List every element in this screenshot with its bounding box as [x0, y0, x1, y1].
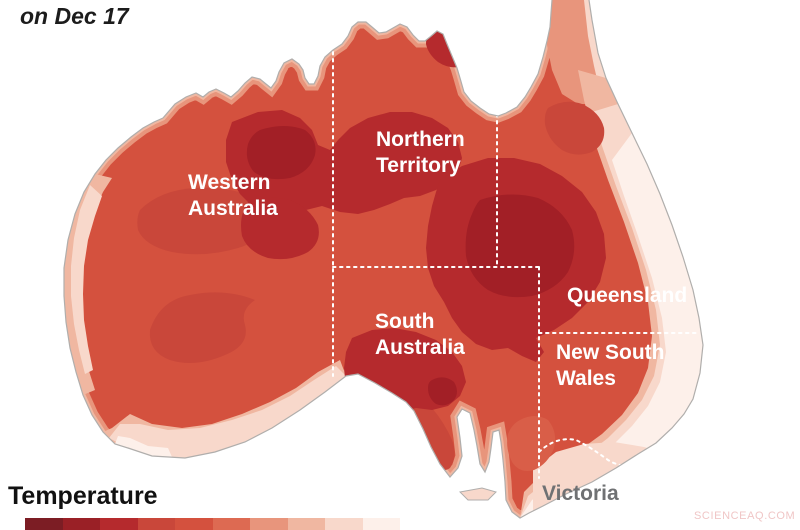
band-sw-pale — [109, 366, 346, 458]
watermark: SCIENCEAQ.COM — [694, 510, 796, 522]
label-line: Australia — [375, 336, 465, 359]
legend-title: Temperature — [8, 482, 158, 510]
band-west-pale — [71, 185, 102, 374]
band-wa-hot-patch-north — [137, 187, 269, 255]
label-line: Victoria — [542, 482, 619, 505]
band-nt-dark-lobe — [241, 197, 319, 260]
legend-color-segment — [25, 518, 63, 530]
label-line: South — [375, 310, 435, 333]
label-line: Australia — [188, 197, 278, 220]
legend-color-segment — [325, 518, 363, 530]
label-line: Queensland — [567, 284, 688, 307]
legend-color-segment — [100, 518, 138, 530]
coastline-outline — [63, 0, 704, 519]
band-wa-hot-patch-south — [149, 292, 255, 364]
band-central-hottest-core — [465, 194, 575, 298]
label-line: Wales — [556, 367, 616, 390]
band-sa-hottest-core — [428, 377, 457, 406]
legend-color-segment — [62, 518, 100, 530]
legend-color-segment — [212, 518, 250, 530]
band-sw-near-white — [115, 436, 172, 457]
label-line: New South — [556, 341, 665, 364]
label-victoria: Victoria — [542, 481, 619, 507]
legend-color-segment — [175, 518, 213, 530]
label-new-south-wales: New South Wales — [556, 340, 665, 392]
band-nt-hottest-core — [246, 126, 316, 180]
label-line: Territory — [376, 154, 461, 177]
page-title: on Dec 17 — [20, 3, 129, 29]
band-east-near-white — [520, 133, 703, 518]
legend-color-segment — [362, 518, 400, 530]
legend-color-segment — [287, 518, 325, 530]
legend-bar — [25, 518, 400, 530]
legend-color-segment — [137, 518, 175, 530]
label-south-australia: South Australia — [375, 309, 465, 361]
label-line: Western — [188, 171, 271, 194]
legend-color-segment — [250, 518, 288, 530]
label-line: Northern — [376, 128, 465, 151]
label-queensland: Queensland — [567, 283, 687, 309]
label-western-australia: Western Australia — [188, 170, 278, 222]
band-cape-york-base-patch — [544, 101, 605, 155]
label-northern-territory: Northern Territory — [376, 127, 465, 179]
band-nw-victoria-warm-patch — [507, 416, 556, 471]
kangaroo-island — [458, 487, 497, 501]
